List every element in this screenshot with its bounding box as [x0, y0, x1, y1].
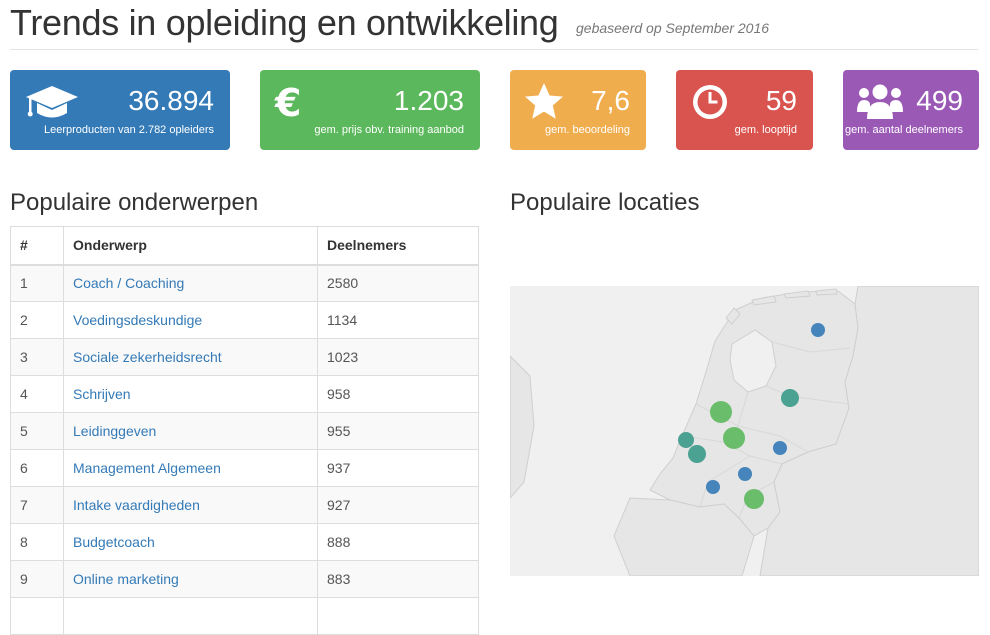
topic-link[interactable]: Intake vaardigheden: [73, 497, 200, 513]
table-row: 6 Management Algemeen 937: [10, 449, 479, 487]
svg-text:€: €: [274, 82, 301, 122]
stat-tile-average-duration: 59 gem. looptijd: [676, 70, 813, 150]
table-row: 3 Sociale zekerheidsrecht 1023: [10, 338, 479, 376]
stat-tile-average-rating: 7,6 gem. beoordeling: [510, 70, 646, 150]
table-row: 5 Leidinggeven 955: [10, 412, 479, 450]
map-svg: [510, 286, 979, 576]
topic-cell: Intake vaardigheden: [63, 486, 318, 524]
location-marker-zwolle: [781, 389, 799, 407]
stat-value: 1.203: [393, 85, 464, 116]
table-row: 2 Voedingsdeskundige 1134: [10, 301, 479, 339]
topic-link[interactable]: Management Algemeen: [73, 460, 221, 476]
stat-tile-average-price: € 1.203 gem. prijs obv. training aanbod: [260, 70, 480, 150]
popular-locations-heading: Populaire locaties: [510, 189, 700, 216]
star-icon: [524, 82, 580, 122]
location-marker-groningen: [811, 323, 825, 337]
column-header-participants: Deelnemers: [317, 226, 479, 266]
stat-label: gem. aantal deelnemers: [844, 124, 963, 136]
topic-link[interactable]: Sociale zekerheidsrecht: [73, 349, 222, 365]
topic-link[interactable]: Online marketing: [73, 571, 179, 587]
stat-value: 59: [765, 85, 797, 116]
topic-cell: Leidinggeven: [63, 412, 318, 450]
rank-cell: 5: [10, 412, 64, 450]
location-marker-apeldoorn: [773, 441, 787, 455]
rank-cell: [10, 597, 64, 635]
map-land-belgium: [613, 497, 755, 576]
stat-label: gem. beoordeling: [544, 124, 630, 136]
column-header-topic: Onderwerp: [63, 226, 318, 266]
rank-cell: 9: [10, 560, 64, 598]
popular-topics-heading: Populaire onderwerpen: [10, 189, 259, 216]
rank-cell: 7: [10, 486, 64, 524]
location-marker-eindhoven: [744, 489, 764, 509]
page-title: Trends in opleiding en ontwikkeling: [10, 2, 559, 43]
rank-cell: 6: [10, 449, 64, 487]
popular-topics-table: # Onderwerp Deelnemers 1 Coach / Coachin…: [10, 226, 479, 635]
rank-cell: 3: [10, 338, 64, 376]
participants-cell: 888: [317, 523, 479, 561]
page-subtitle: gebaseerd op September 2016: [576, 20, 770, 36]
participants-cell: 955: [317, 412, 479, 450]
location-marker-breda: [706, 480, 720, 494]
topic-link[interactable]: Leidinggeven: [73, 423, 157, 439]
locations-map[interactable]: [510, 286, 979, 576]
stat-label: gem. looptijd: [734, 124, 797, 136]
participants-cell: [317, 597, 479, 635]
clock-icon: [690, 82, 746, 122]
location-marker-amsterdam: [710, 401, 732, 423]
map-land-uk: [510, 355, 535, 499]
stat-label: Leerproducten van 2.782 opleiders: [43, 124, 214, 136]
stat-label: gem. prijs obv. training aanbod: [314, 124, 464, 136]
topic-cell: Management Algemeen: [63, 449, 318, 487]
topic-link[interactable]: Coach / Coaching: [73, 275, 185, 292]
stat-value: 36.894: [128, 85, 214, 116]
table-row: 9 Online marketing 883: [10, 560, 479, 598]
participants-cell: 937: [317, 449, 479, 487]
topic-cell: Coach / Coaching: [63, 264, 318, 302]
participants-cell: 883: [317, 560, 479, 598]
users-icon: [857, 82, 913, 122]
topic-cell: Sociale zekerheidsrecht: [63, 338, 318, 376]
topic-cell: Online marketing: [63, 560, 318, 598]
rank-cell: 4: [10, 375, 64, 413]
page-header: Trends in opleiding en ontwikkeling geba…: [10, 0, 978, 50]
stat-tile-average-participants: 499 gem. aantal deelnemers: [843, 70, 979, 150]
table-row: 8 Budgetcoach 888: [10, 523, 479, 561]
topic-cell: Voedingsdeskundige: [63, 301, 318, 339]
table-row: 7 Intake vaardigheden 927: [10, 486, 479, 524]
topic-link[interactable]: Schrijven: [73, 386, 131, 402]
topic-cell: Budgetcoach: [63, 523, 318, 561]
participants-cell: 927: [317, 486, 479, 524]
table-header-row: # Onderwerp Deelnemers: [10, 226, 479, 266]
participants-cell: 1023: [317, 338, 479, 376]
map-land-germany: [759, 286, 979, 576]
stat-tile-learning-products: 36.894 Leerproducten van 2.782 opleiders: [10, 70, 230, 150]
location-marker-utrecht: [723, 427, 745, 449]
table-row: 4 Schrijven 958: [10, 375, 479, 413]
topic-cell: Schrijven: [63, 375, 318, 413]
map-wadden-islands: [725, 288, 838, 325]
map-water-ijsselmeer: [729, 329, 777, 393]
location-marker-den-haag: [678, 432, 694, 448]
euro-icon: €: [274, 81, 330, 125]
column-header-rank: #: [10, 226, 64, 266]
participants-cell: 958: [317, 375, 479, 413]
topic-link[interactable]: Voedingsdeskundige: [73, 312, 203, 328]
table-row: 1 Coach / Coaching 2580: [10, 264, 479, 302]
table-row: [10, 597, 479, 635]
participants-cell: 2580: [317, 264, 479, 302]
rank-cell: 1: [10, 264, 64, 302]
location-marker-rotterdam: [688, 445, 706, 463]
rank-cell: 2: [10, 301, 64, 339]
location-marker-den-bosch: [738, 467, 752, 481]
topic-cell: [63, 597, 318, 635]
participants-cell: 1134: [317, 301, 479, 339]
rank-cell: 8: [10, 523, 64, 561]
stat-value: 499: [916, 85, 963, 116]
stat-value: 7,6: [591, 85, 630, 116]
topic-link[interactable]: Budgetcoach: [73, 534, 155, 550]
graduation-cap-icon: [24, 82, 80, 122]
